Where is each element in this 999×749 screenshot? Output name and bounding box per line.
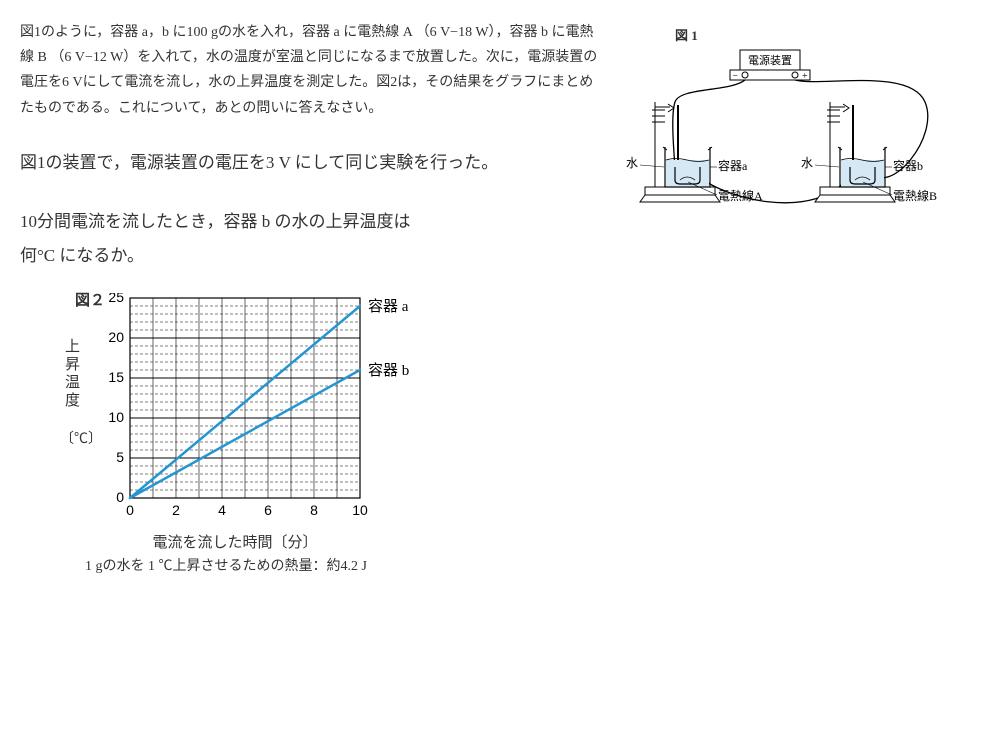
svg-text:容器 b: 容器 b	[368, 362, 409, 379]
y-axis-unit: 〔℃〕	[60, 428, 102, 448]
svg-text:25: 25	[108, 293, 124, 305]
svg-text:水: 水	[626, 156, 638, 170]
svg-text:10: 10	[352, 502, 368, 518]
svg-text:10: 10	[108, 409, 124, 425]
figure-1-diagram: 電源装置 − +	[620, 47, 940, 232]
svg-text:容器a: 容器a	[718, 158, 748, 173]
svg-text:電源装置: 電源装置	[748, 53, 792, 67]
svg-text:−: −	[732, 71, 738, 82]
chart-svg: 0 5 10 15 20 25 0 2 4 6 8 10 容器 a 容器 b	[80, 293, 440, 528]
svg-text:20: 20	[108, 329, 124, 345]
svg-text:容器 a: 容器 a	[368, 298, 409, 315]
heat-note: 1 gの水を 1 ℃上昇させるための熱量：約4.2 J	[85, 555, 979, 575]
figure-2-label: 図２	[75, 289, 105, 310]
svg-text:4: 4	[218, 502, 226, 518]
svg-text:8: 8	[310, 502, 318, 518]
svg-text:+: +	[802, 71, 808, 82]
svg-text:0: 0	[116, 489, 124, 505]
svg-text:2: 2	[172, 502, 180, 518]
svg-text:水: 水	[801, 156, 813, 170]
svg-text:電熱線A: 電熱線A	[718, 188, 763, 203]
figure-1-label: 図 1	[675, 25, 698, 44]
question-2: 10分間電流を流したとき，容器 b の水の上昇温度は 何°C になるか。	[20, 205, 600, 273]
figure-1: 図 1 電源装置 − +	[620, 20, 979, 293]
figure-2: 図２ 上 昇 温 度 〔℃〕 05101520250246810容器 a容器 b…	[80, 293, 979, 575]
svg-text:容器b: 容器b	[893, 158, 923, 173]
intro-paragraph: 図1のように，容器 a，b に100 gの水を入れ，容器 a に電熱線 A （6…	[20, 20, 600, 121]
svg-text:電熱線B: 電熱線B	[893, 188, 937, 203]
svg-text:6: 6	[264, 502, 272, 518]
svg-text:0: 0	[126, 502, 134, 518]
x-axis-label: 電流を流した時間〔分〕	[120, 531, 350, 552]
svg-text:15: 15	[108, 369, 124, 385]
y-axis-label: 上 昇 温 度	[65, 338, 80, 410]
svg-text:5: 5	[116, 449, 124, 465]
question-1: 図1の装置で，電源装置の電圧を3 V にして同じ実験を行った。	[20, 146, 600, 180]
